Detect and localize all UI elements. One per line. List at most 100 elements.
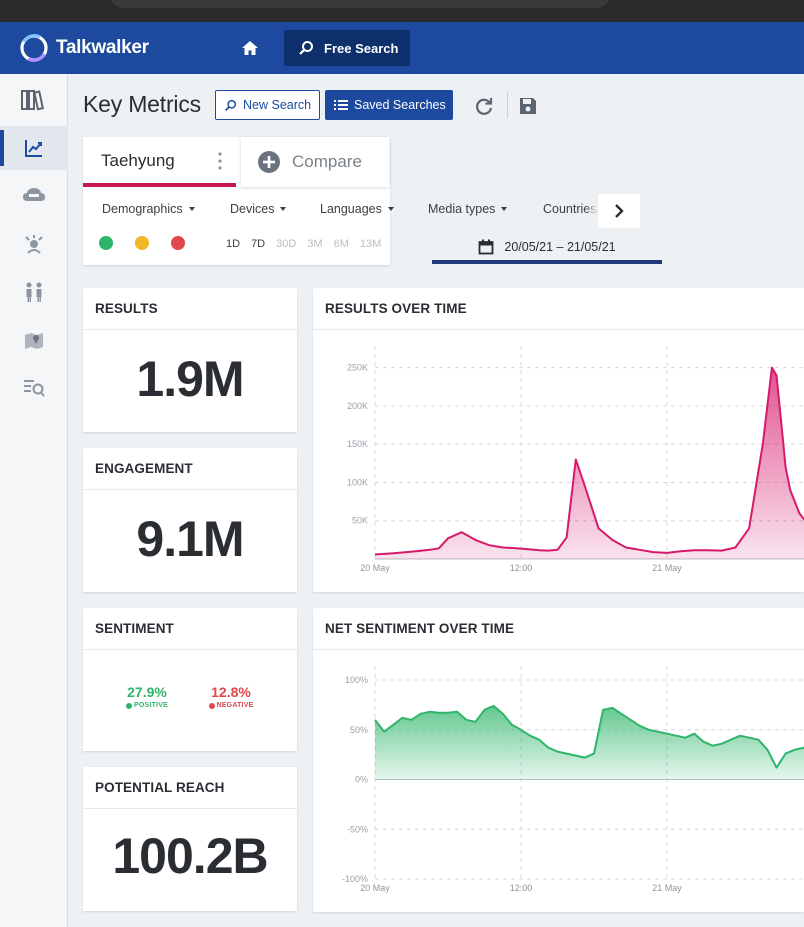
filter-devices-label: Devices — [230, 202, 275, 216]
range-30d[interactable]: 30D — [276, 238, 297, 250]
filter-countries[interactable]: Countries/ — [543, 202, 600, 216]
series-area — [375, 367, 804, 559]
series-line — [374, 366, 804, 556]
filter-demographics[interactable]: Demographics — [102, 202, 195, 216]
date-range-text: 20/05/21 – 21/05/21 — [504, 240, 616, 254]
search-icon — [299, 41, 313, 55]
y-tick-label: -100% — [342, 874, 368, 884]
caret-down-icon — [188, 207, 195, 211]
positive-dot-icon — [126, 702, 133, 709]
series-line — [374, 704, 804, 769]
y-tick-label: 100K — [347, 477, 368, 487]
new-search-label: New Search — [243, 98, 312, 112]
sidebar-item-themes[interactable] — [0, 174, 68, 218]
saved-searches-label: Saved Searches — [354, 98, 446, 112]
results-card: RESULTS 1.9M — [83, 288, 297, 432]
sidebar-item-key-metrics[interactable] — [0, 126, 68, 170]
saved-searches-button[interactable]: Saved Searches — [325, 90, 453, 120]
range-6m[interactable]: 6M — [333, 238, 349, 250]
talkwalker-logo-icon[interactable] — [18, 32, 50, 64]
range-3m[interactable]: 3M — [307, 238, 323, 250]
engagement-title: ENGAGEMENT — [95, 461, 193, 476]
sidebar-item-influencers[interactable] — [0, 222, 68, 266]
filter-languages-label: Languages — [320, 202, 382, 216]
filter-demographics-label: Demographics — [102, 202, 183, 216]
negative-percent: 12.8% — [211, 684, 251, 700]
filter-devices[interactable]: Devices — [230, 202, 287, 216]
card-divider — [83, 649, 297, 650]
caret-down-icon — [280, 207, 287, 211]
date-range-picker[interactable]: 20/05/21 – 21/05/21 — [432, 234, 662, 264]
new-search-button[interactable]: New Search — [215, 90, 320, 120]
positive-face-icon[interactable] — [99, 236, 113, 250]
sidebar-item-demographics[interactable] — [0, 270, 68, 314]
sentiment-title: SENTIMENT — [95, 621, 174, 636]
library-books-icon — [21, 90, 44, 111]
filter-media-types-label: Media types — [428, 202, 496, 216]
y-tick-label: 200K — [347, 401, 368, 411]
x-tick-label: 12:00 — [510, 883, 533, 893]
sidebar-item-map[interactable] — [0, 318, 68, 362]
sentiment-card: SENTIMENT 27.9% POSITIVE 12.8% NEGATIVE — [83, 608, 297, 751]
free-search-button[interactable]: Free Search — [284, 30, 410, 66]
query-tab-taehyung[interactable]: Taehyung — [83, 137, 236, 187]
page-title: Key Metrics — [83, 91, 201, 117]
top-header: Talkwalker Free Search — [0, 22, 804, 74]
results-value: 1.9M — [136, 351, 244, 407]
x-tick-label: 21 May — [652, 883, 682, 893]
y-tick-label: 150K — [347, 439, 368, 449]
caret-down-icon — [501, 207, 508, 211]
sidebar-item-library[interactable] — [0, 78, 68, 122]
sidebar-item-search-list[interactable] — [0, 366, 68, 410]
filter-countries-label: Countries/ — [543, 202, 600, 216]
free-search-label: Free Search — [324, 40, 399, 56]
home-icon[interactable] — [240, 38, 260, 58]
compare-tab[interactable]: Compare — [241, 137, 389, 187]
people-icon — [26, 282, 42, 302]
chevron-right-icon — [615, 204, 624, 218]
negative-caption: NEGATIVE — [203, 702, 259, 709]
card-divider — [83, 808, 297, 809]
card-divider — [83, 489, 297, 490]
compare-label: Compare — [292, 152, 362, 171]
card-divider — [313, 329, 804, 330]
y-tick-label: 50K — [352, 516, 368, 526]
refresh-icon[interactable] — [473, 95, 495, 117]
trend-chart-icon — [25, 140, 42, 157]
positive-label: POSITIVE — [134, 702, 168, 709]
search-list-icon — [24, 380, 45, 397]
positive-caption: POSITIVE — [119, 702, 175, 709]
filter-languages[interactable]: Languages — [320, 202, 394, 216]
more-vertical-icon[interactable] — [218, 151, 222, 171]
y-tick-label: -50% — [347, 824, 368, 834]
y-tick-label: 0% — [355, 775, 368, 785]
x-tick-label: 12:00 — [510, 563, 533, 573]
range-13m[interactable]: 13M — [359, 238, 382, 250]
engagement-card: ENGAGEMENT 9.1M — [83, 448, 297, 592]
search-icon — [225, 99, 237, 111]
net-sentiment-over-time-title: NET SENTIMENT OVER TIME — [325, 621, 515, 636]
neutral-face-icon[interactable] — [135, 236, 149, 250]
potential-reach-card: POTENTIAL REACH 100.2B — [83, 767, 297, 911]
range-1d[interactable]: 1D — [226, 238, 241, 250]
x-tick-label: 20 May — [360, 883, 390, 893]
save-icon[interactable] — [517, 95, 539, 117]
filter-media-types[interactable]: Media types — [428, 202, 508, 216]
map-pin-icon — [25, 333, 43, 349]
card-divider — [83, 329, 297, 330]
filters-next-button[interactable] — [598, 194, 640, 228]
query-tab-label: Taehyung — [101, 151, 175, 170]
x-tick-label: 20 May — [360, 563, 390, 573]
device-notch — [110, 0, 610, 8]
negative-share: 12.8% NEGATIVE — [203, 684, 259, 709]
sidebar — [0, 74, 68, 927]
negative-face-icon[interactable] — [171, 236, 185, 250]
range-7d[interactable]: 7D — [251, 238, 266, 250]
brand-name[interactable]: Talkwalker — [56, 37, 149, 58]
results-title: RESULTS — [95, 301, 158, 316]
negative-label: NEGATIVE — [216, 702, 254, 709]
card-divider — [313, 649, 804, 650]
device-top-bar — [0, 0, 804, 22]
list-icon — [334, 100, 348, 110]
